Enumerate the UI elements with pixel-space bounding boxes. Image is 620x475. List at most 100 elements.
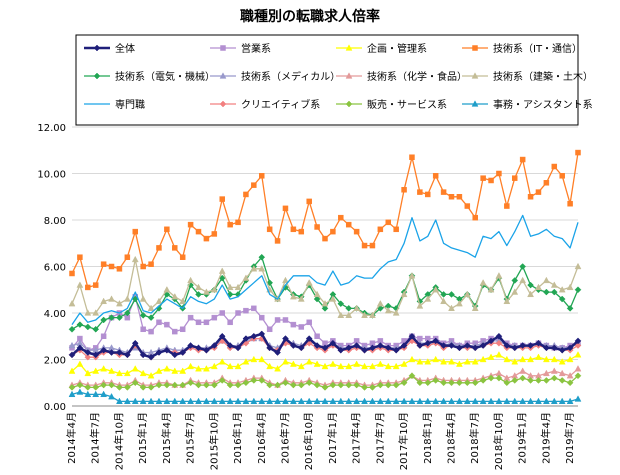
data-point [361, 362, 368, 370]
data-point [551, 163, 558, 170]
data-point [282, 397, 289, 404]
x-tick-label: 2016年1月 [231, 412, 244, 464]
data-point [84, 384, 92, 391]
data-point [440, 189, 447, 195]
data-point [432, 355, 440, 363]
data-point [440, 397, 448, 404]
data-point [416, 302, 424, 309]
data-point [416, 397, 424, 404]
data-point [226, 283, 234, 291]
data-point [337, 311, 345, 318]
x-tick-label: 2017年4月 [350, 412, 363, 464]
data-point [479, 377, 487, 384]
data-point [218, 358, 226, 365]
data-point [416, 358, 424, 365]
data-point [456, 194, 463, 200]
data-point [313, 360, 321, 367]
data-point [321, 384, 329, 391]
legend-label: 事務・アシスタント系 [493, 98, 593, 111]
data-point [148, 261, 154, 267]
data-point [100, 297, 108, 305]
x-tick-label: 2017年7月 [373, 412, 386, 464]
data-point [313, 381, 321, 389]
data-point [543, 377, 550, 384]
data-point [298, 324, 305, 330]
legend-marker [93, 72, 101, 80]
data-point [187, 276, 195, 284]
data-point [234, 397, 242, 404]
data-point [543, 180, 550, 186]
legend-item: 事務・アシスタント系 [462, 98, 593, 111]
data-point [108, 295, 115, 302]
data-point [108, 367, 115, 374]
data-point [425, 191, 431, 198]
data-point [297, 381, 305, 389]
data-point [400, 397, 408, 404]
y-tick-label: 0.00 [44, 402, 66, 413]
data-point [574, 286, 582, 294]
data-point [203, 319, 210, 326]
data-point [345, 381, 353, 389]
data-point [266, 381, 274, 389]
legend-item: 技術系（メディカル） [210, 70, 340, 83]
series-line [71, 256, 579, 330]
data-point [511, 344, 519, 352]
data-point [535, 339, 542, 347]
data-point [171, 381, 179, 389]
data-point [297, 344, 305, 352]
data-point [448, 342, 455, 349]
data-point [400, 290, 408, 298]
data-point [487, 286, 495, 293]
data-point [384, 362, 392, 370]
data-point [369, 362, 376, 370]
data-point [440, 379, 447, 387]
data-point [305, 379, 313, 387]
data-point [440, 291, 447, 298]
data-point [535, 189, 542, 195]
data-point [290, 381, 297, 389]
data-point [100, 390, 108, 398]
data-point [353, 228, 360, 235]
data-point [566, 344, 574, 352]
data-point [250, 265, 258, 272]
data-point [448, 397, 455, 404]
data-point [527, 194, 534, 200]
data-point [123, 397, 131, 404]
data-point [488, 177, 494, 184]
data-point [290, 226, 297, 233]
data-point [172, 245, 178, 251]
data-point [123, 309, 131, 317]
data-point [274, 349, 281, 356]
data-point [116, 349, 123, 356]
x-tick-label: 2015年4月 [160, 412, 173, 464]
data-point [512, 175, 518, 181]
data-point [116, 397, 123, 404]
data-point [329, 360, 337, 367]
data-point [527, 377, 534, 384]
data-point [234, 362, 242, 370]
data-point [171, 292, 179, 300]
data-point [353, 342, 360, 349]
data-point [258, 253, 266, 261]
data-point [163, 286, 171, 293]
data-point [77, 254, 83, 260]
legend-item: 企画・管理系 [336, 42, 427, 55]
series-8 [71, 214, 579, 325]
data-point [329, 381, 337, 389]
series-0 [68, 330, 582, 361]
data-point [361, 384, 368, 391]
data-point [558, 358, 566, 365]
data-point [258, 355, 266, 363]
data-point [147, 372, 155, 379]
data-point [147, 397, 155, 404]
data-point [131, 397, 139, 404]
data-point [384, 397, 392, 404]
data-point [376, 360, 384, 367]
series-line [71, 214, 579, 325]
series-3 [69, 149, 581, 291]
legend-label: 全体 [115, 42, 135, 55]
data-point [550, 397, 558, 404]
legend-marker [345, 44, 353, 51]
data-point [297, 397, 305, 404]
data-point [353, 381, 360, 389]
